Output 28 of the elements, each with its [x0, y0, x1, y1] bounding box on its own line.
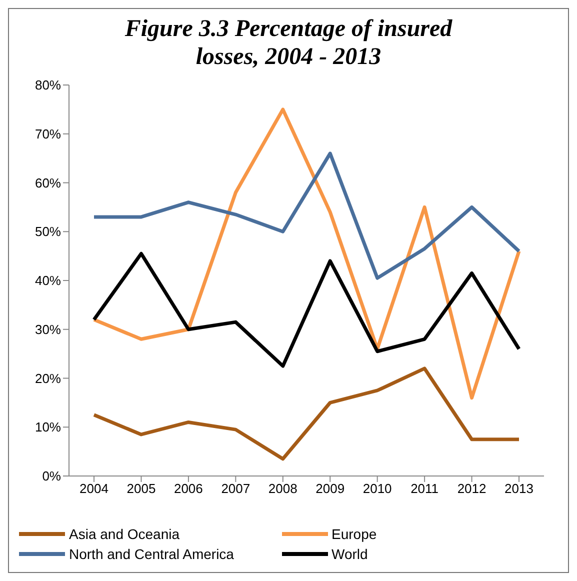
y-tick-label: 10% — [34, 420, 62, 435]
x-tick-label: 2007 — [221, 481, 250, 496]
y-tick-label: 50% — [34, 224, 62, 240]
y-tick-label: 0% — [42, 468, 62, 484]
line-series — [92, 366, 521, 461]
x-tick-label: 2004 — [80, 481, 108, 496]
legend-label: Europe — [332, 526, 377, 542]
x-tick-label: 2012 — [457, 481, 486, 496]
y-tick-label: 30% — [34, 322, 62, 337]
x-tick-label: 2005 — [126, 481, 156, 496]
y-tick-label: 40% — [34, 273, 62, 288]
line-series — [92, 152, 521, 280]
line-series — [92, 108, 521, 400]
legend-label: Asia and Oceania — [69, 526, 180, 542]
legend-label: World — [332, 546, 368, 562]
legend-label: North and Central America — [69, 546, 234, 562]
x-tick-label: 2013 — [504, 481, 534, 496]
x-tick-label: 2006 — [174, 481, 203, 496]
line-series — [92, 252, 521, 368]
y-tick-label: 80% — [34, 78, 62, 93]
x-tick-label: 2009 — [316, 481, 345, 496]
y-tick-label: 60% — [34, 175, 62, 190]
x-tick-label: 2011 — [410, 481, 439, 496]
x-tick-label: 2010 — [362, 481, 392, 496]
y-tick-label: 70% — [34, 126, 62, 142]
x-tick-label: 2008 — [268, 481, 298, 496]
chart-title: Figure 3.3 Percentage of insured losses, 2004 - 2013 — [124, 15, 454, 71]
y-tick-label: 20% — [34, 370, 62, 386]
